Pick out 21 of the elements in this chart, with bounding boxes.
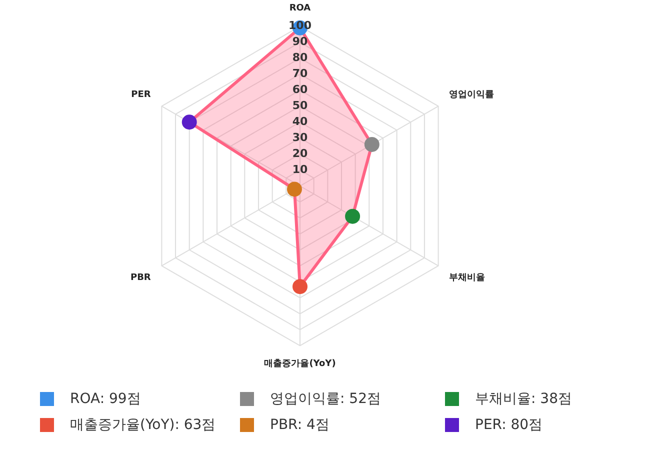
spoke-label: PBR: [130, 272, 151, 283]
y-tick-label: 90: [292, 35, 308, 48]
spoke-label: 부채비율: [449, 272, 486, 283]
spoke-label: 영업이익률: [449, 90, 494, 100]
y-tick-label: 80: [292, 51, 308, 64]
text: PER: 80점: [475, 417, 543, 433]
y-tick-label: 50: [292, 99, 308, 112]
text: 매출증가율(YoY): 63점: [70, 417, 216, 433]
spoke-label: ROA: [289, 4, 311, 14]
text: ROA: 99점: [70, 391, 141, 407]
y-tick-label: 70: [292, 67, 308, 80]
y-tick-label: 10: [292, 162, 308, 176]
y-tick-label: 20: [292, 146, 308, 160]
y-tick-label: 60: [292, 83, 308, 96]
spoke-label: 매출증가율(YoY): [264, 358, 336, 369]
spoke-label: PER: [131, 90, 151, 100]
text: 영업이익률: 52점: [270, 391, 381, 407]
y-tick-label: 30: [292, 130, 308, 144]
y-tick-label: 40: [292, 114, 308, 128]
text: 부채비율: 38점: [475, 391, 572, 407]
text: PBR: 4점: [270, 417, 330, 433]
